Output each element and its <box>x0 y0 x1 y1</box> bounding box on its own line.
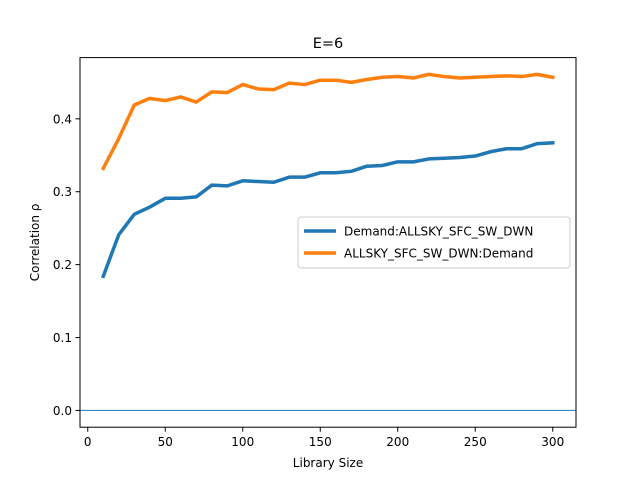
x-tick-label: 100 <box>231 435 254 449</box>
axis-ticks: 0 50 100 150 200 250 300 0.0 0.1 0.2 0.3 0.4 <box>53 112 564 449</box>
y-tick-label: 0.4 <box>53 112 72 126</box>
legend-box <box>297 216 571 269</box>
y-tick-label: 0.1 <box>53 331 72 345</box>
x-tick-label: 300 <box>541 435 564 449</box>
x-tick-label: 0 <box>84 435 92 449</box>
x-tick-label: 200 <box>386 435 409 449</box>
series-line-1 <box>100 72 555 171</box>
legend: Demand:ALLSKY_SFC_SW_DWN ALLSKY_SFC_SW_D… <box>297 216 571 269</box>
y-tick-label: 0.0 <box>53 404 72 418</box>
y-tick-label: 0.2 <box>53 258 72 272</box>
chart-title: E=6 <box>313 36 344 52</box>
x-tick-label: 250 <box>464 435 487 449</box>
y-tick-label: 0.3 <box>53 185 72 199</box>
y-axis-label: Correlation ρ <box>28 204 42 282</box>
x-axis-label: Library Size <box>293 456 363 470</box>
plot-area <box>80 72 576 411</box>
legend-label-demand-to-allsky: Demand:ALLSKY_SFC_SW_DWN <box>344 225 533 239</box>
legend-label-allsky-to-demand: ALLSKY_SFC_SW_DWN:Demand <box>344 247 533 261</box>
series-line-0 <box>100 141 555 279</box>
axes-frame <box>79 57 577 428</box>
x-tick-label: 150 <box>309 435 332 449</box>
x-tick-label: 50 <box>158 435 173 449</box>
